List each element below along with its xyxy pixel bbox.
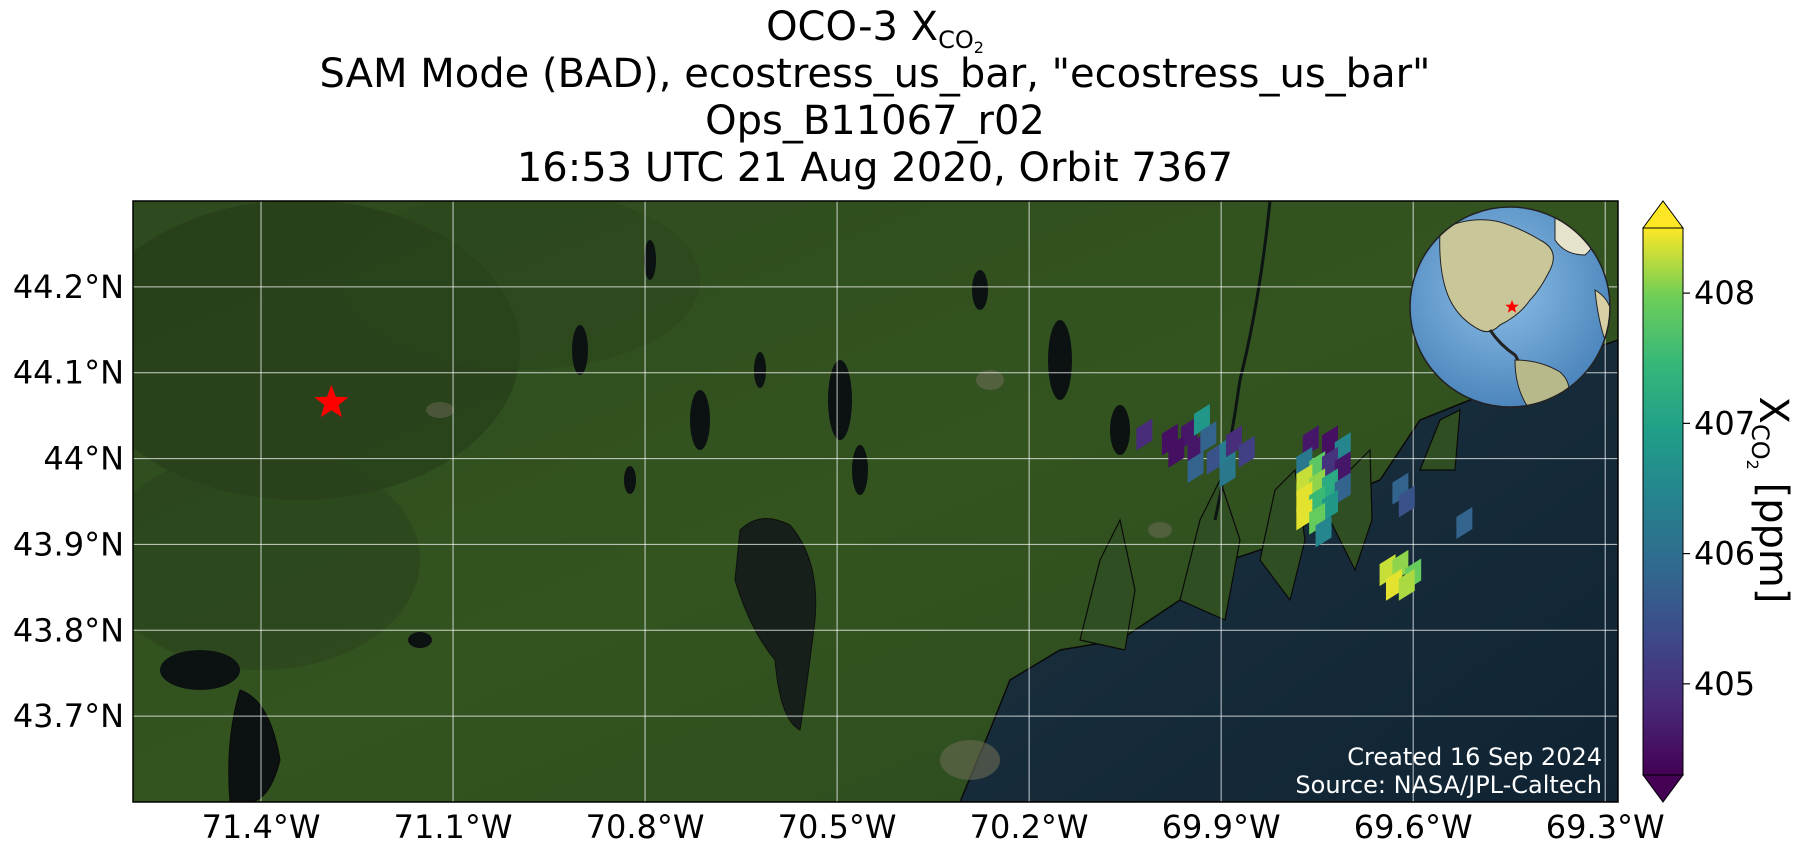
colorbar-extend-top [1642, 200, 1684, 229]
longitude-tick-label: 69.9°W [1162, 808, 1281, 846]
latitude-tick-label: 44°N [43, 440, 124, 478]
longitude-tick-labels: 71.4°W 71.1°W 70.8°W 70.5°W 70.2°W 69.9°W 69.6… [202, 808, 1665, 846]
title-line-4: 16:53 UTC 21 Aug 2020, Orbit 7367 [516, 145, 1234, 191]
xco2-sounding [1302, 425, 1319, 458]
longitude-tick-label: 70.8°W [586, 808, 705, 846]
colorbar-ticks: 405 406 407 408 [1683, 274, 1755, 703]
latitude-tick-label: 43.9°N [13, 525, 124, 563]
latitude-tick-label: 43.7°N [13, 697, 124, 735]
latitude-tick-label: 44.2°N [13, 268, 124, 306]
longitude-tick-label: 71.1°W [394, 808, 513, 846]
latitude-tick-label: 44.1°N [13, 354, 124, 392]
svg-text:XCO2 [ppm]: XCO2 [ppm] [1743, 397, 1796, 604]
figure-title: OCO-3 XCO2 SAM Mode (BAD), ecostress_us_… [130, 4, 1620, 192]
xco2-sounding [1225, 425, 1242, 458]
longitude-tick-label: 70.2°W [970, 808, 1089, 846]
satellite-basemap [133, 201, 1618, 802]
latitude-tick-labels: 44.2°N 44.1°N 44°N 43.9°N 43.8°N 43.7°N [13, 268, 124, 735]
colorbar-extend-bottom [1642, 774, 1684, 803]
colorbar-label: XCO2 [ppm] [1743, 397, 1796, 604]
colorbar: 405 406 407 408 XCO2 [ppm] [1642, 200, 1796, 803]
longitude-tick-label: 71.4°W [202, 808, 321, 846]
globe-north-america [1439, 219, 1554, 333]
xco2-sounding [1321, 489, 1338, 522]
xco2-sounding [1296, 498, 1313, 531]
xco2-sounding [1206, 442, 1223, 475]
target-star [314, 384, 349, 418]
xco2-sounding [1315, 515, 1332, 548]
longitude-tick-label: 69.6°W [1354, 808, 1473, 846]
xco2-sounding [1398, 568, 1415, 601]
longitude-tick-label: 70.5°W [778, 808, 897, 846]
globe-target-star [1505, 300, 1519, 313]
credit-created: Created 16 Sep 2024 [1347, 743, 1602, 771]
xco2-sounding [1200, 421, 1217, 454]
xco2-sounding [1385, 568, 1402, 601]
xco2-sounding [1168, 435, 1185, 468]
xco2-sounding [1334, 472, 1351, 505]
xco2-sounding [1136, 418, 1153, 451]
xco2-sounding [1456, 506, 1473, 539]
title-line-3: Ops_B11067_r02 [705, 98, 1045, 144]
latitude-tick-label: 43.8°N [13, 611, 124, 649]
credit-source: Source: NASA/JPL-Caltech [1295, 771, 1602, 799]
xco2-sounding [1187, 451, 1204, 484]
colorbar-tick-label: 407 [1694, 404, 1755, 442]
colorbar-body [1642, 227, 1684, 776]
target-marker [314, 384, 349, 418]
xco2-soundings [1136, 403, 1473, 601]
colorbar-tick-label: 405 [1694, 665, 1755, 703]
xco2-sounding [1219, 455, 1236, 488]
title-line-2: SAM Mode (BAD), ecostress_us_bar, "ecost… [319, 51, 1431, 97]
title-line-1: OCO-3 XCO2 [766, 4, 984, 57]
map-frame [132, 200, 1619, 803]
xco2-sounding [1238, 435, 1255, 468]
colorbar-tick-label: 406 [1694, 535, 1755, 573]
xco2-sounding [1398, 485, 1415, 518]
inset-globe [1409, 206, 1611, 408]
colorbar-tick-label: 408 [1694, 274, 1755, 312]
lake-sebago [734, 518, 817, 731]
longitude-tick-label: 69.3°W [1546, 808, 1665, 846]
